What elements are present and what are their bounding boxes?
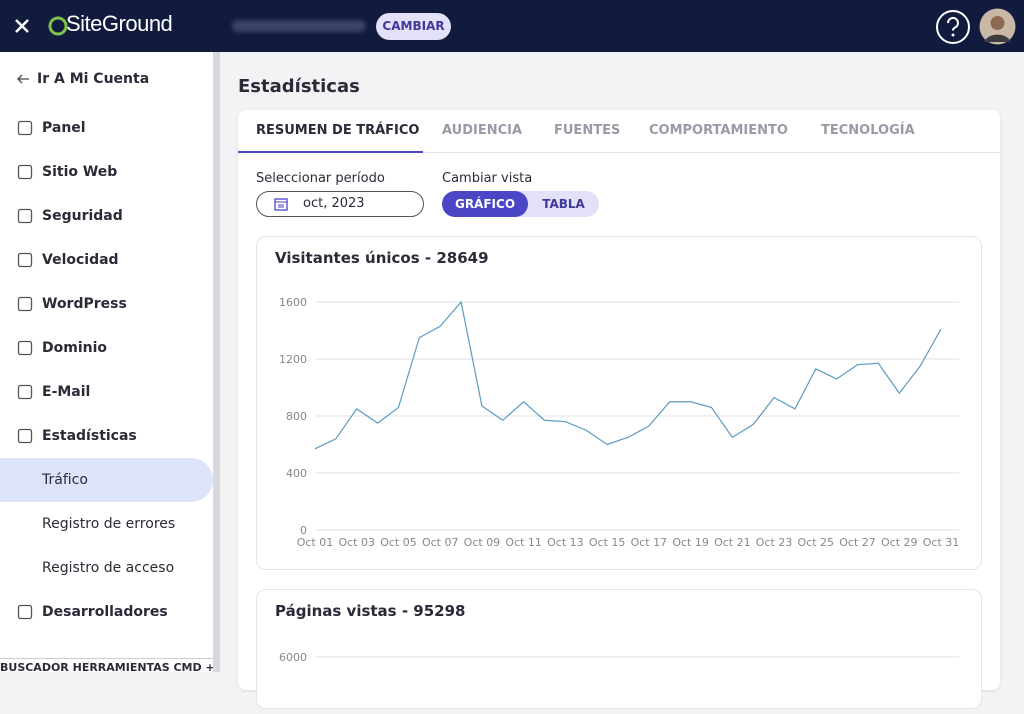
calendar-icon xyxy=(274,198,288,211)
x-tick-label: Oct 01 xyxy=(297,536,334,549)
menu-item[interactable]: Panel xyxy=(42,120,86,136)
line xyxy=(314,300,942,450)
top-bar: SiteGround CAMBIAR xyxy=(0,0,1024,52)
submenu-item[interactable]: Registro de errores xyxy=(42,516,176,532)
menu-item[interactable]: Velocidad xyxy=(42,252,119,268)
sidebar xyxy=(0,52,213,672)
view-option[interactable]: TABLA xyxy=(542,197,585,211)
x-tick-label: Oct 15 xyxy=(589,536,626,549)
x-tick-label: Oct 21 xyxy=(714,536,751,549)
y-tick-label: 1200 xyxy=(279,353,307,366)
view-option[interactable]: GRÁFICO xyxy=(442,191,528,217)
x-tick-label: Oct 07 xyxy=(422,536,459,549)
y-tick-label: 6000 xyxy=(279,651,307,664)
logo-icon xyxy=(48,16,68,36)
period-label: Seleccionar período xyxy=(256,171,385,186)
back-icon xyxy=(17,74,29,84)
chart-title: Visitantes únicos - 28649 xyxy=(275,249,489,267)
menu-icon xyxy=(17,384,33,400)
scrollbar xyxy=(213,52,220,672)
back-link[interactable]: Ir A Mi Cuenta xyxy=(37,71,150,87)
menu-icon xyxy=(17,428,33,444)
view-label: Cambiar vista xyxy=(442,171,533,186)
tab[interactable]: TECNOLOGÍA xyxy=(821,123,915,138)
menu-item[interactable]: Seguridad xyxy=(42,208,123,224)
change-button[interactable]: CAMBIAR xyxy=(376,13,451,40)
period-select[interactable]: oct, 2023 xyxy=(256,191,424,217)
x-tick-label: Oct 03 xyxy=(338,536,375,549)
menu-item[interactable]: Desarrolladores xyxy=(42,604,168,620)
account-email xyxy=(232,20,366,32)
chart-card: Páginas vistas - 95298 6000 xyxy=(256,589,982,709)
x-tick-label: Oct 31 xyxy=(923,536,960,549)
x-tick-label: Oct 25 xyxy=(798,536,835,549)
tab-indicator xyxy=(238,151,423,153)
selected-item-bg xyxy=(0,458,213,502)
menu-item[interactable]: WordPress xyxy=(42,296,127,312)
menu-icon xyxy=(17,164,33,180)
x-tick-label: Oct 23 xyxy=(756,536,793,549)
x-tick-label: Oct 17 xyxy=(631,536,668,549)
x-tick-label: Oct 11 xyxy=(505,536,542,549)
close-icon[interactable] xyxy=(14,18,30,34)
x-tick-label: Oct 05 xyxy=(380,536,417,549)
x-tick-label: Oct 27 xyxy=(839,536,876,549)
x-tick-label: Oct 29 xyxy=(881,536,918,549)
search-hint[interactable]: BUSCADOR HERRAMIENTAS CMD + K xyxy=(0,658,213,674)
menu-item[interactable]: Dominio xyxy=(42,340,108,356)
chart: Páginas vistas - 95298 6000 xyxy=(275,602,959,664)
menu-icon xyxy=(17,208,33,224)
chart-title: Páginas vistas - 95298 xyxy=(275,602,465,620)
menu-icon xyxy=(17,252,33,268)
y-tick-label: 1600 xyxy=(279,296,307,309)
avatar[interactable] xyxy=(979,8,1016,45)
menu-item[interactable]: E-Mail xyxy=(42,384,91,400)
menu-icon xyxy=(17,340,33,356)
x-tick-label: Oct 19 xyxy=(672,536,709,549)
chart: Visitantes únicos - 28649 0 400 800 1200 1600… xyxy=(275,249,960,549)
menu-item[interactable]: Estadísticas xyxy=(42,428,137,444)
tab[interactable]: COMPORTAMIENTO xyxy=(649,123,788,138)
help-icon[interactable] xyxy=(935,9,971,45)
tab[interactable]: AUDIENCIA xyxy=(442,123,523,138)
tab-divider xyxy=(238,152,1000,153)
y-tick-label: 800 xyxy=(286,410,307,423)
chart-card: Visitantes únicos - 28649 0 400 800 1200 1600… xyxy=(256,236,982,570)
menu-icon xyxy=(17,296,33,312)
y-tick-label: 400 xyxy=(286,467,307,480)
tab[interactable]: RESUMEN DE TRÁFICO xyxy=(256,123,420,138)
logo[interactable]: SiteGround xyxy=(66,11,173,36)
menu-item[interactable]: Sitio Web xyxy=(42,164,118,180)
tab[interactable]: FUENTES xyxy=(554,123,621,138)
submenu-item[interactable]: Registro de acceso xyxy=(42,560,175,576)
page-title: Estadísticas xyxy=(238,76,360,97)
y-tick-label: 0 xyxy=(300,524,307,537)
menu-icon xyxy=(17,120,33,136)
menu-icon xyxy=(17,604,33,620)
submenu-item[interactable]: Tráfico xyxy=(42,472,88,488)
x-tick-label: Oct 09 xyxy=(464,536,501,549)
x-tick-label: Oct 13 xyxy=(547,536,584,549)
